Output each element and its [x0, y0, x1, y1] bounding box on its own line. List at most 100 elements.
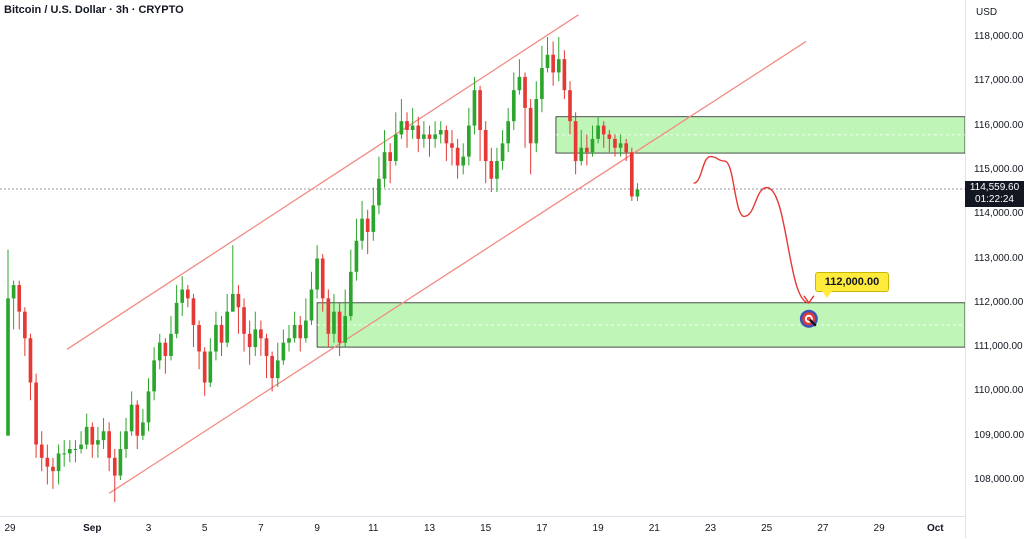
- candle: [545, 37, 550, 73]
- candle: [157, 333, 162, 370]
- candle: [208, 338, 213, 387]
- candle-body: [405, 121, 409, 131]
- price-tick: 115,000.00: [974, 163, 1024, 175]
- price-chart-canvas[interactable]: [0, 0, 966, 516]
- candle-body: [489, 161, 494, 179]
- price-tick: 109,000.00: [974, 429, 1024, 441]
- candle-body: [186, 289, 190, 299]
- target-icon-dart: [808, 318, 817, 327]
- candle-body: [96, 440, 100, 445]
- candle: [202, 347, 207, 396]
- time-tick: 5: [201, 523, 208, 534]
- candle-body: [562, 59, 567, 91]
- price-tick: 116,000.00: [974, 119, 1024, 131]
- candle: [517, 59, 522, 95]
- candle-body: [540, 68, 544, 100]
- candle: [613, 134, 617, 157]
- candle-body: [624, 143, 629, 153]
- time-axis[interactable]: 29 Sep 3 5 7 9 11 13 15 17 19 21 23 25 27 29 Oct: [0, 516, 965, 539]
- candle-body: [214, 324, 218, 352]
- candle-body: [478, 90, 482, 131]
- candle-body: [56, 453, 61, 472]
- price-tick: 118,000.00: [974, 31, 1024, 42]
- candle-body: [399, 121, 404, 135]
- candle-body: [197, 324, 201, 352]
- candle: [281, 329, 286, 365]
- candle-body: [416, 125, 421, 139]
- candle: [169, 316, 173, 361]
- candle: [393, 112, 398, 166]
- candle-body: [343, 316, 348, 343]
- candle-body: [169, 333, 173, 356]
- candle-body: [517, 76, 522, 91]
- time-tick: 21: [648, 523, 660, 534]
- candle: [635, 183, 640, 201]
- candle: [511, 72, 516, 131]
- candle-body: [23, 311, 27, 339]
- candle: [438, 121, 443, 144]
- candle-body: [483, 130, 488, 162]
- candle: [264, 333, 269, 379]
- candle-body: [292, 324, 297, 339]
- candle-body: [259, 329, 263, 339]
- candle-body: [528, 107, 533, 144]
- candle: [28, 333, 33, 401]
- projection-arrowhead: [803, 295, 815, 305]
- candle: [489, 147, 494, 193]
- candle-body: [236, 293, 241, 308]
- time-tick: 3: [145, 523, 152, 534]
- candle: [461, 143, 466, 175]
- candle: [433, 121, 437, 148]
- candle: [129, 391, 134, 436]
- candle-body: [410, 125, 415, 131]
- currency-label[interactable]: USD: [972, 6, 1002, 19]
- candle-body: [635, 189, 640, 197]
- price-tick: 110,000.00: [974, 385, 1024, 397]
- candle-body: [438, 130, 443, 135]
- candle-body: [371, 205, 376, 232]
- candle-body: [573, 121, 578, 162]
- candle-body: [129, 404, 134, 432]
- candle: [523, 72, 527, 148]
- candle-body: [551, 54, 555, 73]
- candle: [73, 440, 78, 463]
- candle-body: [590, 138, 595, 153]
- candle: [427, 125, 432, 157]
- price-axis[interactable]: 118,000.00 117,000.00 116,000.00 115,000.00…: [965, 0, 1024, 538]
- candle-body: [230, 293, 235, 312]
- candle-body: [332, 311, 336, 334]
- candle: [455, 138, 460, 179]
- candle-body: [135, 404, 140, 436]
- candle: [90, 422, 95, 458]
- last-price-value: 114,559.60: [969, 182, 1020, 193]
- candle-body: [73, 448, 78, 450]
- candle: [596, 116, 600, 144]
- candle-body: [275, 360, 280, 379]
- candle: [343, 289, 348, 348]
- candle: [348, 249, 353, 321]
- candle: [618, 134, 623, 157]
- time-tick: 7: [258, 523, 264, 534]
- candle: [107, 422, 111, 472]
- time-tick: 25: [761, 523, 773, 534]
- candle-body: [107, 431, 111, 458]
- price-chart[interactable]: Bitcoin / U.S. Dollar · 3h · CRYPTO 112,…: [0, 0, 966, 516]
- candle-body: [601, 125, 606, 135]
- candle: [540, 45, 544, 113]
- candle-body: [320, 258, 325, 299]
- candle: [275, 342, 280, 387]
- candle-body: [523, 76, 527, 108]
- candle: [320, 254, 325, 312]
- time-tick: Sep: [83, 523, 102, 534]
- candle-body: [365, 218, 370, 232]
- time-tick: 13: [423, 523, 436, 534]
- candle: [332, 293, 336, 343]
- candle: [326, 289, 331, 348]
- candle-body: [79, 444, 83, 449]
- candle: [337, 302, 342, 356]
- candle-body: [101, 431, 106, 441]
- candle-body: [433, 134, 437, 139]
- candle-body: [607, 134, 612, 139]
- candle-body: [337, 311, 342, 343]
- candle-body: [506, 121, 511, 144]
